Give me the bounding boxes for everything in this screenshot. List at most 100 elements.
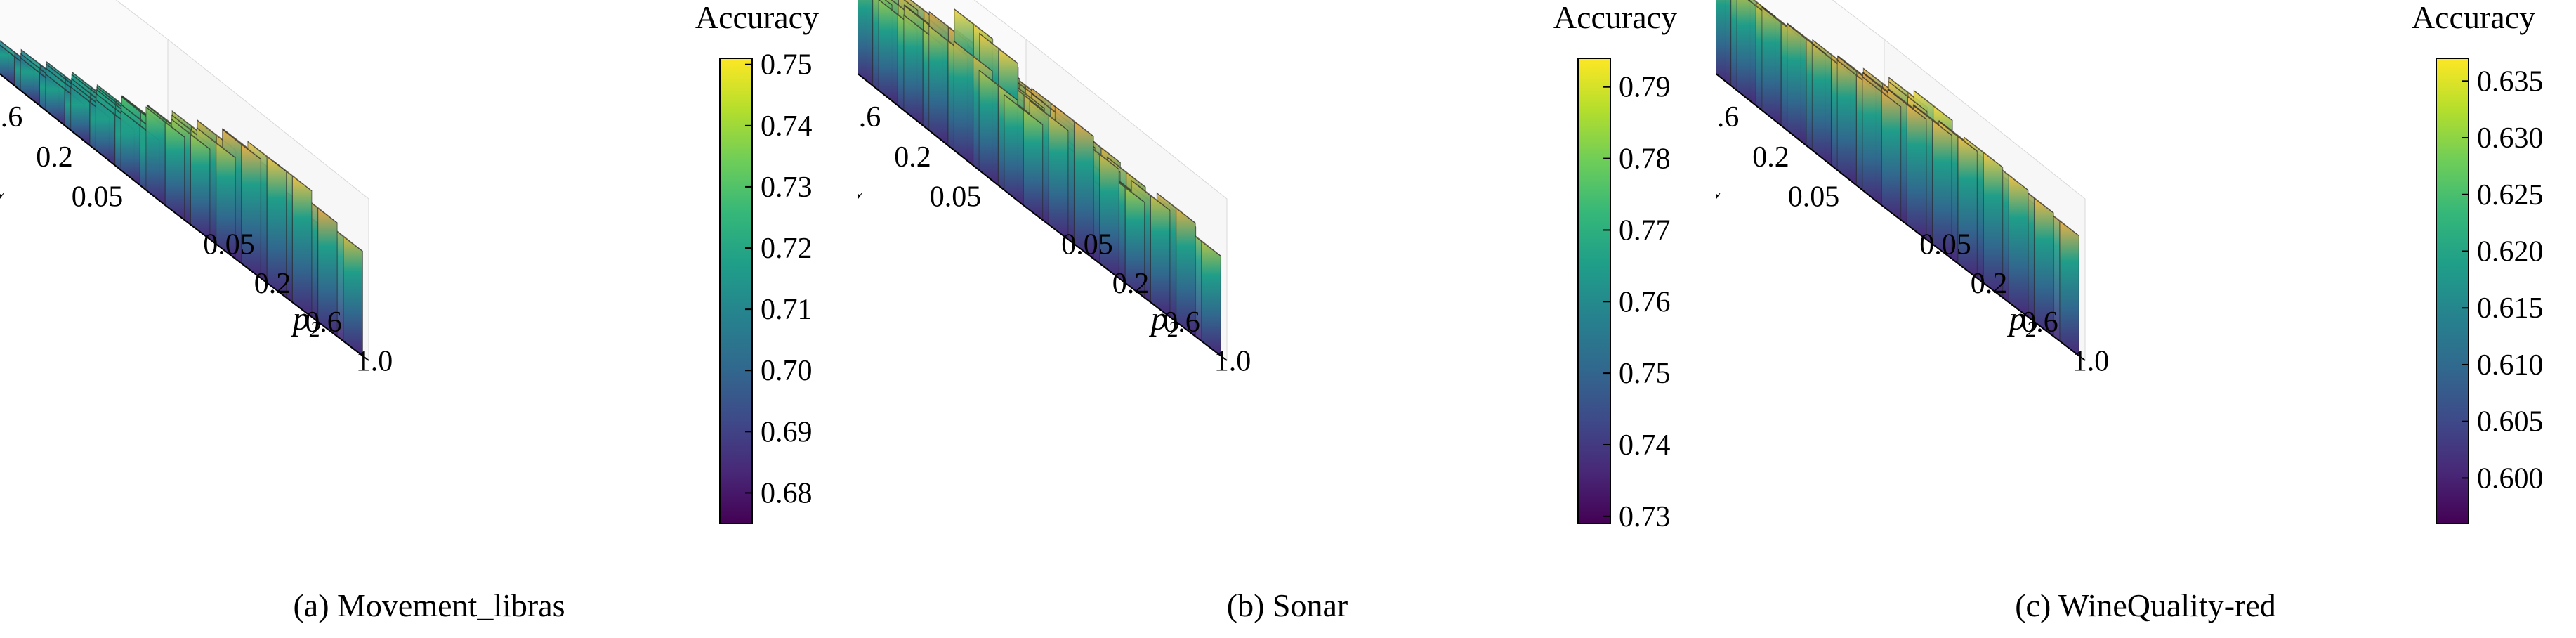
p2-tick-label: 0.2 [254, 268, 291, 300]
bar-top [1131, 180, 1171, 211]
bar-top [1029, 100, 1069, 131]
plot-area: 0.680.700.720.74Accuracy1.00.60.20.05p10… [0, 0, 393, 377]
bar-face [291, 175, 313, 318]
bars [1716, 0, 2079, 357]
chart-caption: (c) WineQuality-red [2015, 587, 2276, 623]
bar-face [1736, 0, 1756, 107]
plot-area: 0.740.760.78Accuracy1.00.60.20.05p10.050… [858, 0, 1251, 377]
bar-face [878, 0, 898, 107]
panel-winequality-red: 0.600.610.620.63Accuracy1.00.60.20.05p10… [1716, 0, 2575, 638]
axis-p2 [1023, 204, 1228, 361]
axis-p1 [0, 73, 166, 206]
bar-top [978, 70, 1018, 101]
bar-top [1862, 76, 1901, 108]
bar-top [1055, 105, 1094, 137]
bar-top [903, 0, 919, 11]
axis-p1 [1716, 73, 1882, 206]
colorbar-tick-label: 0.72 [761, 233, 813, 265]
colorbar-tick-label: 0.615 [2477, 292, 2544, 325]
bar-top [1157, 193, 1196, 223]
p2-tick-label: 0.6 [2021, 306, 2058, 339]
bar-top [171, 119, 211, 150]
colorbar-tick-label: 0.605 [2477, 406, 2544, 438]
bars [858, 0, 1221, 357]
bar-top [1888, 81, 1928, 112]
bar-top [1004, 94, 1043, 125]
p1-axis-label: p1 [858, 171, 867, 219]
colorbar: 0.75 0.74 0.73 0.72 0.71 0.70 0.69 0.68 Accuracy [695, 0, 819, 524]
p1-tick-label: 0.2 [894, 141, 931, 174]
colorbar-label: Accuracy [2412, 0, 2535, 35]
bar-face [1787, 22, 1807, 147]
chart-caption: (a) Movement_libras [293, 587, 565, 623]
colorbar-tick-label: 0.69 [761, 416, 813, 448]
chart-movement-libras: 0.68 0.70 0.72 0.74 Accuracy 1.0 0.6 0.2 0.05 p1 0… [0, 0, 819, 524]
colorbar-gradient [719, 58, 753, 524]
colorbar-tick-label: 0.77 [1619, 214, 1671, 247]
bar-face [903, 14, 924, 126]
p2-tick-label: 1.0 [1214, 345, 1251, 377]
p2-tick-label: 1.0 [356, 345, 393, 377]
axis-p2 [1881, 204, 2086, 361]
p1-tick-label: 0.2 [36, 141, 73, 174]
colorbar-tick-label: 0.610 [2477, 349, 2544, 382]
bar-face [1201, 240, 1221, 357]
bar-top [1107, 157, 1146, 188]
colorbar: 0.79 0.78 0.77 0.76 0.75 0.74 0.73 Accuracy [1553, 0, 1677, 533]
p2-tick-label: 0.6 [1163, 306, 1200, 339]
p2-tick-label: 0.05 [203, 229, 255, 261]
axis-p1 [858, 73, 1024, 206]
plot-area: 0.600.610.620.63Accuracy1.00.60.20.05p10… [1716, 0, 2109, 377]
bar-face [343, 235, 363, 357]
bar-top [197, 127, 236, 159]
colorbar-gradient [2436, 58, 2469, 524]
p2-axis-label: p2 [2007, 300, 2037, 341]
p1-tick-label: 0.2 [1752, 141, 1789, 174]
bar-face [953, 40, 974, 167]
colorbar-tick-label: 0.74 [1619, 429, 1671, 462]
panel-movement-libras: 0.68 0.70 0.72 0.74 Accuracy 1.0 0.6 0.2 0.05 p1 0… [0, 0, 858, 638]
chart-caption: (b) Sonar [1226, 587, 1348, 623]
bar-face [1048, 115, 1069, 240]
bar-face [1023, 109, 1044, 221]
bar-face [928, 25, 949, 147]
axis-p2 [164, 204, 369, 361]
colorbar-tick-label: 0.625 [2477, 179, 2544, 211]
colorbar-tick-label: 0.620 [2477, 235, 2544, 268]
colorbar-tick-label: 0.78 [1619, 143, 1671, 176]
p1-axis-label: p1 [0, 171, 9, 219]
colorbar-tick-label: 0.76 [1619, 286, 1671, 318]
bar-face [1906, 103, 1927, 240]
p2-tick-label: 0.2 [1971, 268, 2008, 300]
p1-tick-label: 0.05 [930, 181, 982, 214]
colorbar-tick-label: 0.71 [761, 294, 813, 326]
colorbar-tick-label: 0.73 [761, 171, 813, 204]
colorbar-tick-label: 0.635 [2477, 65, 2544, 98]
bar-face [2059, 220, 2079, 357]
colorbar-label: Accuracy [1553, 0, 1677, 35]
p2-tick-label: 0.6 [305, 306, 342, 339]
bar-top [954, 8, 993, 39]
bar-face [190, 134, 211, 240]
bar-top [954, 41, 993, 72]
bar-top [222, 129, 261, 160]
bar-top [145, 106, 185, 138]
colorbar-tick-label: 0.75 [1619, 358, 1671, 390]
bar-face [164, 121, 185, 221]
bar-face [2008, 174, 2029, 318]
bars [0, 40, 363, 357]
bar-face [1716, 0, 1732, 86]
p1-tick-label: 0.6 [0, 101, 22, 134]
p2-tick-label: 0.05 [1061, 229, 1113, 261]
colorbar-tick-label: 0.75 [761, 49, 813, 82]
bar-face [978, 69, 999, 186]
bar [145, 106, 185, 221]
bar-face [1150, 195, 1171, 318]
p1-tick-label: 0.05 [1788, 181, 1840, 214]
colorbar-label: Accuracy [695, 0, 819, 35]
bar-top [1887, 89, 1927, 120]
p2-tick-label: 0.05 [1919, 229, 1971, 261]
bar-face [1004, 93, 1024, 207]
colorbar: 0.635 0.630 0.625 0.620 0.615 0.610 0.605 0.600… [2412, 0, 2544, 524]
bar-face [145, 106, 166, 207]
